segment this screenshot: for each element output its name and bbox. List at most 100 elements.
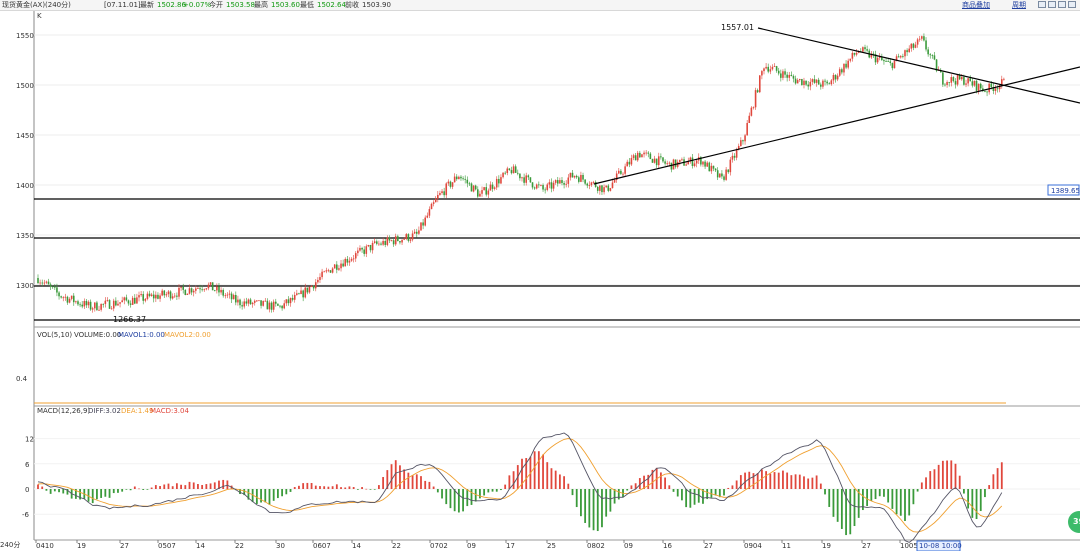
candle-body [41, 282, 44, 284]
candle-body [451, 182, 454, 187]
layout-grid-icon[interactable] [1068, 1, 1076, 8]
candle-body [611, 182, 614, 189]
candle-body [510, 170, 513, 174]
candle-body [182, 286, 184, 290]
macd-bar [891, 489, 894, 509]
candle-body [119, 302, 121, 304]
candle-body [249, 299, 252, 305]
macd-lines [37, 432, 1003, 543]
candle-body [578, 177, 580, 182]
floating-action-button[interactable]: 39 [1068, 511, 1080, 533]
candle-body [670, 162, 673, 170]
macd-bar [483, 489, 486, 496]
candle-body [929, 54, 932, 56]
candle-body [443, 191, 445, 196]
candle-body [813, 79, 816, 83]
candle-body [878, 56, 881, 58]
candle-body [365, 246, 368, 254]
macd-bar [201, 485, 204, 489]
macd-bar [424, 480, 427, 489]
candle-body [125, 297, 128, 301]
macd-bar [609, 489, 612, 512]
candle-body [754, 90, 757, 108]
macd-dea: DEA:1.49 [121, 407, 153, 415]
candle-body [918, 38, 921, 40]
candle-body [956, 75, 959, 85]
macd-bar [255, 489, 258, 504]
candle-body [411, 233, 414, 240]
macd-bar [117, 489, 119, 493]
candle-body [123, 297, 126, 301]
candle-body [615, 173, 618, 180]
macd-bar [659, 472, 662, 489]
candle-body [761, 71, 763, 76]
mavol1-value: MAVOL1:0.00 [118, 331, 165, 339]
triangle-trendlines[interactable] [593, 27, 1080, 185]
candle-body [756, 90, 759, 93]
layout-four-icon[interactable] [1058, 1, 1066, 8]
candle-body [855, 52, 858, 55]
candle-body [258, 300, 260, 302]
candle-body [592, 181, 595, 183]
x-tick-label: 27 [704, 542, 713, 550]
candle-body [165, 294, 168, 296]
candle-body [117, 303, 119, 306]
candle-body [171, 296, 174, 299]
candle-body [266, 300, 269, 310]
macd-bar [386, 470, 389, 489]
macd-bar [904, 489, 906, 521]
candle-body [567, 177, 570, 184]
candle-body [899, 56, 902, 58]
candle-body [685, 164, 687, 166]
macd-bar [399, 465, 401, 489]
candle-body [716, 170, 719, 178]
macd-bar [887, 489, 890, 503]
macd-bar [811, 477, 814, 489]
candle-body [512, 166, 515, 174]
price-y-tick: 1550 [16, 32, 34, 40]
change-percent: +0.07% [183, 1, 212, 9]
quote-header: 现货黄金(AX)(240分) [07.11.01] 最新 1502.86 +0.… [0, 0, 1080, 11]
support-lines[interactable] [34, 198, 1080, 321]
macd-bar [862, 489, 864, 511]
macd-bar [79, 489, 81, 500]
candle-body [866, 49, 868, 51]
product-overlay-link[interactable]: 商品叠加 [962, 1, 990, 9]
macd-label: MACD(12,26,9) [37, 407, 90, 415]
candle-body [350, 258, 353, 261]
candle-body [430, 203, 433, 210]
candle-body [293, 294, 296, 300]
macd-bar [878, 489, 881, 497]
macd-bar [853, 489, 856, 527]
candle-body [144, 298, 147, 301]
candle-body [748, 115, 751, 123]
layout-two-icon[interactable] [1048, 1, 1056, 8]
candle-body [367, 245, 370, 247]
candle-body [921, 36, 923, 39]
candle-body [931, 55, 934, 56]
candle-body [428, 209, 431, 216]
candle-body [613, 179, 616, 183]
candle-body [323, 271, 325, 273]
candle-body [620, 170, 622, 174]
candle-body [973, 80, 976, 86]
macd-bar [899, 489, 902, 516]
interval-label: 240分 [0, 540, 20, 549]
candle-body [657, 156, 660, 166]
candle-body [662, 157, 664, 162]
candle-body [618, 170, 620, 174]
macd-bar [508, 475, 511, 489]
candle-body [426, 215, 429, 218]
candle-body [986, 91, 988, 93]
macd-bar [415, 474, 418, 489]
candle-body [131, 297, 134, 305]
macd-bar [870, 489, 873, 501]
macd-bar [479, 489, 481, 499]
cycle-link[interactable]: 周期 [1012, 1, 1026, 9]
layout-one-icon[interactable] [1038, 1, 1046, 8]
candle-body [836, 75, 839, 80]
candle-body [232, 294, 235, 300]
macd-bar [571, 489, 574, 496]
candle-body [190, 288, 193, 293]
